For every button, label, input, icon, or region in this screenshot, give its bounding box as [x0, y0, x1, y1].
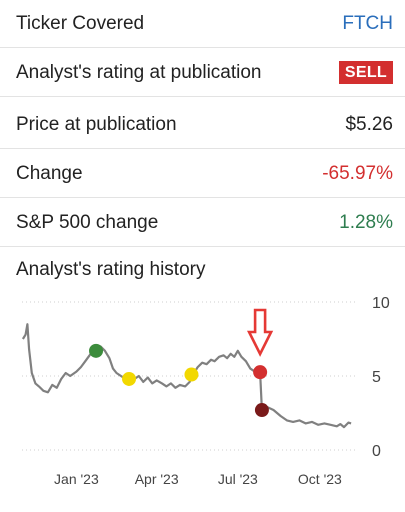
sp500-label: S&P 500 change [16, 211, 159, 233]
rating-history-chart: 10 5 0 Jan '23 Apr '23 Jul '23 Oct '23 [21, 295, 390, 487]
down-arrow-icon [246, 308, 274, 357]
change-row: Change -65.97% [0, 150, 405, 198]
ticker-label: Ticker Covered [16, 12, 145, 34]
rating-marker [184, 367, 199, 382]
y-tick-label: 10 [372, 295, 390, 312]
y-tick-label: 5 [372, 369, 381, 386]
rating-label: Analyst's rating at publication [16, 61, 262, 83]
rating-marker [122, 371, 137, 386]
y-tick-label: 0 [372, 443, 381, 460]
x-tick-label: Jul '23 [218, 471, 258, 487]
rating-history-title: Analyst's rating history [16, 259, 206, 280]
ticker-link[interactable]: FTCH [342, 12, 393, 34]
rating-marker [89, 343, 104, 358]
x-tick-label: Oct '23 [298, 471, 342, 487]
rating-marker [254, 403, 269, 418]
y-tick-layer: 10 5 0 [372, 295, 390, 460]
rating-marker [253, 365, 268, 380]
sell-badge: SELL [338, 61, 393, 84]
sp500-row: S&P 500 change 1.28% [0, 199, 405, 247]
price-row: Price at publication $5.26 [0, 101, 405, 149]
price-value: $5.26 [345, 113, 393, 135]
x-tick-label: Jan '23 [54, 471, 99, 487]
x-tick-layer: Jan '23 Apr '23 Jul '23 Oct '23 [54, 471, 342, 487]
change-value: -65.97% [322, 162, 393, 184]
chart-marker-layer [89, 343, 269, 418]
price-label: Price at publication [16, 113, 177, 135]
sp500-value: 1.28% [339, 211, 393, 233]
price-line [21, 323, 352, 429]
chart-line-layer [21, 323, 352, 429]
rating-row: Analyst's rating at publication SELL [0, 49, 405, 97]
change-label: Change [16, 162, 83, 184]
x-tick-label: Apr '23 [135, 471, 179, 487]
ticker-row: Ticker Covered FTCH [0, 0, 405, 48]
chart-arrow-layer [246, 308, 274, 357]
